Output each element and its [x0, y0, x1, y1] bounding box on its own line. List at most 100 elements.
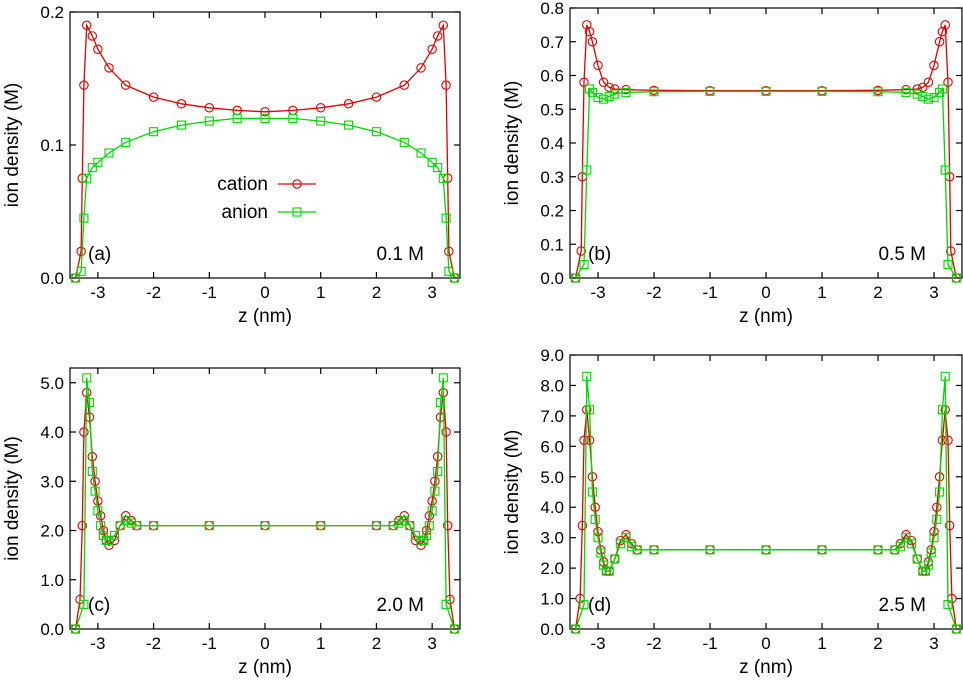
anion-point [399, 516, 409, 526]
anion-point [405, 521, 415, 531]
panel-label: (b) [588, 244, 611, 265]
anion-point [926, 548, 936, 558]
x-tick-label: -2 [646, 283, 661, 302]
cation-point [399, 510, 410, 521]
anion-point [579, 600, 589, 610]
cation-point [932, 502, 942, 512]
anion-line [574, 376, 958, 630]
cation-point [90, 476, 100, 487]
anion-point [873, 545, 883, 555]
y-tick-label: 5.0 [540, 468, 564, 487]
y-tick-label: 0.0 [40, 269, 64, 288]
anion-point [399, 137, 409, 147]
cation-point [424, 510, 435, 521]
anion-point [951, 273, 961, 283]
anion-point [449, 624, 459, 634]
anion-point [388, 521, 398, 531]
anion-point [260, 113, 270, 123]
cation-point [427, 496, 437, 506]
cation-point [148, 92, 159, 102]
anion-point [87, 466, 97, 476]
x-tick-label: -3 [590, 283, 605, 302]
panel-a: -3 -2 -1 0 1 2 3 0.0 0.1 0.2 z (nm) ion density (M)… [2, 3, 461, 327]
x-tick-label: 2 [873, 283, 882, 302]
anion-line [575, 87, 957, 279]
x-tick-label: 2 [873, 634, 882, 653]
anion-point [427, 506, 437, 516]
cation-point [577, 520, 588, 531]
anion-point [371, 521, 381, 531]
legend-label: cation [217, 174, 268, 195]
x-tick-label: -3 [90, 283, 105, 302]
anion-point [912, 554, 922, 564]
anion-point [907, 539, 917, 549]
anion-point [593, 533, 603, 543]
anion-point [615, 539, 625, 549]
y-tick-label: 0.1 [40, 136, 64, 155]
x-tick-label: 0 [260, 283, 269, 302]
anion-point [590, 514, 600, 524]
x-axis-title: z (nm) [238, 306, 292, 327]
anion-point [918, 91, 928, 101]
y-tick-label: 3.0 [540, 529, 564, 548]
cation-line [574, 24, 958, 279]
anion-point [596, 548, 606, 558]
cation-point [432, 31, 443, 41]
anion-point [427, 157, 437, 167]
panel-b: -3 -2 -1 0 1 2 3 0.0 0.1 0.2 0.3 0.4 0.5 0.6 0.7 0.8 z (… [502, 0, 963, 327]
y-tick-label: 4.0 [40, 423, 64, 442]
anion-point [585, 84, 595, 94]
anion-point [649, 545, 659, 555]
cation-point [943, 435, 953, 445]
anion-point [929, 92, 939, 102]
anion-point [344, 120, 354, 130]
cation-point [104, 63, 114, 73]
x-tick-label: 1 [817, 634, 826, 653]
anion-point [582, 165, 592, 175]
x-tick-label: 1 [316, 283, 325, 302]
x-axis-title: z (nm) [739, 657, 793, 678]
anion-point [890, 545, 900, 555]
cation-point [923, 77, 934, 88]
anion-point [929, 533, 939, 543]
cation-point [430, 476, 440, 487]
cation-point [912, 84, 922, 94]
anion-point [79, 213, 89, 223]
y-tick-label: 1.0 [540, 590, 564, 609]
cation-line [74, 22, 456, 279]
anion-point [93, 506, 103, 516]
concentration-label: 2.5 M [878, 595, 926, 616]
cation-point [438, 20, 449, 31]
y-tick-label: 0.0 [40, 620, 64, 639]
y-tick-label: 0.8 [540, 0, 564, 18]
anion-point [593, 92, 603, 102]
anion-point [82, 373, 92, 383]
anion-point [943, 600, 953, 610]
cation-point [943, 77, 953, 88]
cation-point [260, 107, 270, 117]
y-axis-title: ion density (M) [502, 430, 523, 555]
concentration-label: 0.5 M [878, 244, 926, 265]
anion-point [599, 94, 609, 104]
series-anion [571, 84, 961, 283]
cation-point [427, 44, 437, 54]
x-tick-label: 0 [761, 634, 770, 653]
panel-label: (a) [88, 244, 111, 265]
x-tick-label: -3 [590, 634, 605, 653]
cation-point [940, 20, 950, 30]
anion-point [260, 521, 270, 531]
x-tick-label: 1 [817, 283, 826, 302]
anion-point [424, 521, 434, 531]
anion-point [84, 397, 95, 408]
cation-point [77, 520, 88, 531]
anion-point [610, 89, 620, 99]
anion-point [571, 273, 581, 283]
x-tick-label: -1 [202, 634, 217, 653]
plot-frame [69, 367, 461, 630]
anion-point [817, 86, 827, 96]
y-tick-label: 2.0 [40, 522, 64, 541]
y-tick-label: 0.2 [40, 3, 64, 22]
cation-point [204, 103, 215, 113]
cation-point [441, 80, 451, 90]
anion-point [604, 566, 614, 576]
